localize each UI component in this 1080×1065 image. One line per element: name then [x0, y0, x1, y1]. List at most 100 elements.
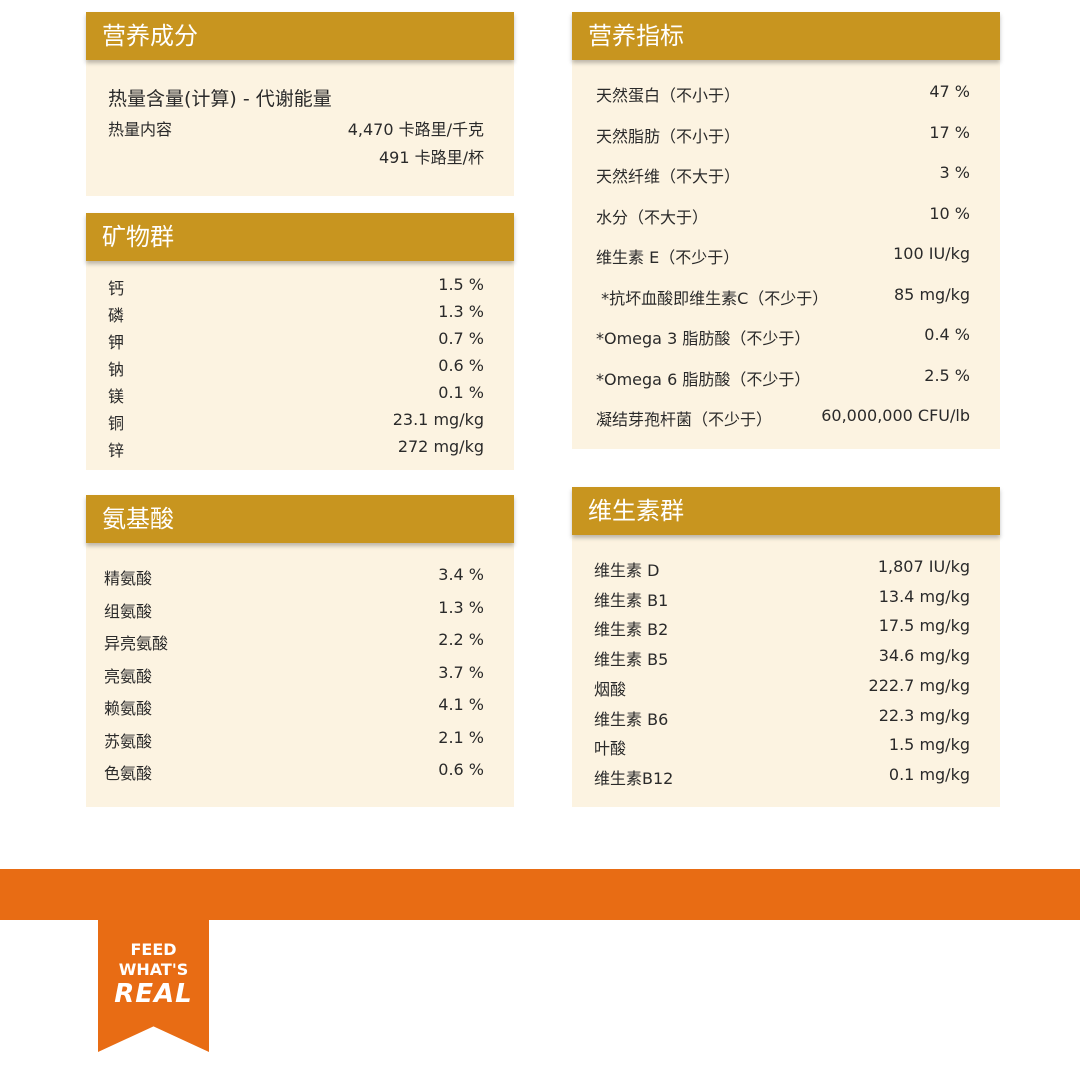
minerals-row: 钾 0.7 %	[108, 329, 484, 353]
vitamins-value: 34.6 mg/kg	[878, 646, 970, 666]
calories-row: 热量内容 4,470 卡路里/千克	[108, 116, 484, 140]
indices-row: 天然脂肪（不小于） 17 %	[596, 123, 970, 147]
indices-label: 天然脂肪（不小于）	[596, 126, 741, 146]
indices-row: *抗坏血酸即维生素C（不少于） 85 mg/kg	[596, 285, 970, 309]
indices-label: 天然纤维（不大于）	[596, 167, 741, 186]
amino-row: 色氨酸 0.6 %	[104, 760, 484, 784]
indices-value: 10 %	[929, 203, 970, 223]
indices-row: 天然蛋白（不小于） 47 %	[596, 82, 970, 106]
indices-value: 100 IU/kg	[893, 244, 970, 263]
indices-label: 凝结芽孢杆菌（不少于）	[596, 410, 773, 429]
amino-value: 2.2 %	[438, 630, 484, 649]
calories-subtitle: 热量含量(计算) - 代谢能量	[108, 88, 332, 110]
amino-value: 3.7 %	[438, 662, 484, 682]
vitamins-row: 维生素 D 1,807 IU/kg	[594, 557, 970, 581]
logo-ribbon	[98, 869, 209, 1052]
vitamins-label: 叶酸	[594, 739, 627, 759]
vitamins-value: 1.5 mg/kg	[888, 735, 970, 755]
vitamins-row: 叶酸 1.5 mg/kg	[594, 735, 970, 759]
minerals-label: 锌	[108, 441, 125, 460]
calories-row-cup: 491 卡路里/杯	[108, 144, 484, 168]
indices-value: 47 %	[929, 82, 970, 101]
minerals-value: 0.7 %	[438, 329, 484, 348]
minerals-value: 1.3 %	[438, 302, 484, 321]
amino-label: 精氨酸	[104, 569, 153, 588]
indices-value: 17 %	[929, 122, 970, 142]
vitamins-label: 维生素B12	[594, 768, 674, 788]
vitamins-row: 烟酸 222.7 mg/kg	[594, 676, 970, 700]
amino-row: 异亮氨酸 2.2 %	[104, 630, 484, 654]
minerals-panel: 矿物群钙 1.5 % 磷 1.3 % 钾 0.7 % 钠 0.6 % 镁 0.1 % 铜 23.1 m…	[86, 213, 514, 470]
vitamins-title: 维生素群	[572, 487, 1000, 535]
amino-label: 赖氨酸	[104, 699, 153, 718]
minerals-label: 钙	[108, 279, 125, 298]
indices-row: *Omega 3 脂肪酸（不少于） 0.4 %	[596, 325, 970, 349]
indices-label: 水分（不大于）	[596, 207, 709, 227]
indices-row: 维生素 E（不少于） 100 IU/kg	[596, 244, 970, 268]
feed-whats-real-logo: FEED WHAT'S REAL	[114, 940, 193, 1009]
indices-value: 60,000,000 CFU/lb	[821, 406, 970, 425]
amino-value: 0.6 %	[438, 760, 484, 779]
calories-title: 营养成分	[86, 12, 514, 60]
minerals-row: 铜 23.1 mg/kg	[108, 410, 484, 434]
vitamins-row: 维生素B12 0.1 mg/kg	[594, 765, 970, 789]
amino-row: 苏氨酸 2.1 %	[104, 728, 484, 752]
minerals-row: 钠 0.6 %	[108, 356, 484, 380]
indices-value: 2.5 %	[924, 365, 970, 385]
minerals-title: 矿物群	[86, 213, 514, 261]
minerals-value: 272 mg/kg	[397, 437, 484, 456]
amino-value: 2.1 %	[438, 727, 484, 747]
vitamins-value: 22.3 mg/kg	[878, 705, 970, 725]
minerals-row: 镁 0.1 %	[108, 383, 484, 407]
indices-label: *Omega 3 脂肪酸（不少于）	[596, 329, 811, 348]
vitamins-label: 维生素 B1	[594, 590, 669, 610]
vitamins-panel: 维生素群 维生素 D 1,807 IU/kg 维生素 B1 13.4 mg/kg 维生素 …	[572, 487, 1000, 807]
indices-value: 85 mg/kg	[894, 284, 970, 304]
calories-value-cup: 491 卡路里/杯	[378, 148, 484, 167]
amino-label: 异亮氨酸	[104, 634, 169, 653]
amino-row: 赖氨酸 4.1 %	[104, 695, 484, 719]
vitamins-row: 维生素 B1 13.4 mg/kg	[594, 587, 970, 611]
minerals-label: 铜	[108, 414, 125, 433]
indices-title: 营养指标	[572, 12, 1000, 60]
calories-value-kg: 4,470 卡路里/千克	[347, 120, 484, 139]
vitamins-row: 维生素 B5 34.6 mg/kg	[594, 646, 970, 670]
indices-label: 维生素 E（不少于）	[596, 248, 740, 267]
indices-row: *Omega 6 脂肪酸（不少于） 2.5 %	[596, 366, 970, 390]
amino-value: 3.4 %	[438, 565, 484, 584]
minerals-label: 磷	[108, 306, 125, 325]
indices-row: 凝结芽孢杆菌（不少于） 60,000,000 CFU/lb	[596, 406, 970, 430]
calories-label: 热量内容	[108, 120, 173, 139]
vitamins-value: 222.7 mg/kg	[868, 675, 970, 695]
vitamins-row: 维生素 B2 17.5 mg/kg	[594, 616, 970, 640]
minerals-row: 钙 1.5 %	[108, 275, 484, 299]
vitamins-label: 维生素 B5	[594, 650, 669, 670]
nutrition-indices-panel: 营养指标天然蛋白（不小于） 47 % 天然脂肪（不小于） 17 % 天然纤维（不大于） 3…	[572, 12, 1000, 449]
vitamins-value: 0.1 mg/kg	[888, 764, 970, 784]
indices-row: 水分（不大于） 10 %	[596, 204, 970, 228]
minerals-row: 锌 272 mg/kg	[108, 437, 484, 461]
indices-label: 天然蛋白（不小于）	[596, 86, 741, 105]
indices-value: 0.4 %	[924, 325, 970, 344]
minerals-value: 0.1 %	[438, 383, 484, 402]
indices-value: 3 %	[939, 163, 970, 182]
amino-label: 组氨酸	[104, 601, 153, 621]
vitamins-label: 维生素 D	[594, 561, 660, 580]
vitamins-label: 维生素 B6	[594, 709, 669, 729]
minerals-value: 0.6 %	[438, 356, 484, 375]
indices-label: *Omega 6 脂肪酸（不少于）	[596, 369, 811, 389]
amino-title: 氨基酸	[86, 495, 514, 543]
minerals-label: 镁	[108, 387, 125, 406]
vitamins-label: 维生素 B2	[594, 620, 669, 640]
amino-row: 亮氨酸 3.7 %	[104, 663, 484, 687]
amino-value: 4.1 %	[438, 695, 484, 714]
indices-label: *抗坏血酸即维生素C（不少于）	[596, 288, 829, 308]
vitamins-value: 1,807 IU/kg	[877, 557, 970, 576]
amino-acids-panel: 氨基酸 精氨酸 3.4 % 组氨酸 1.3 % 异亮氨酸 2.2 % 亮氨酸 3.7 % 赖氨酸 4…	[86, 495, 514, 807]
minerals-label: 钾	[108, 333, 125, 352]
amino-row: 精氨酸 3.4 %	[104, 565, 484, 589]
vitamins-label: 烟酸	[594, 679, 627, 699]
amino-label: 亮氨酸	[104, 666, 153, 686]
minerals-row: 磷 1.3 %	[108, 302, 484, 326]
indices-row: 天然纤维（不大于） 3 %	[596, 163, 970, 187]
